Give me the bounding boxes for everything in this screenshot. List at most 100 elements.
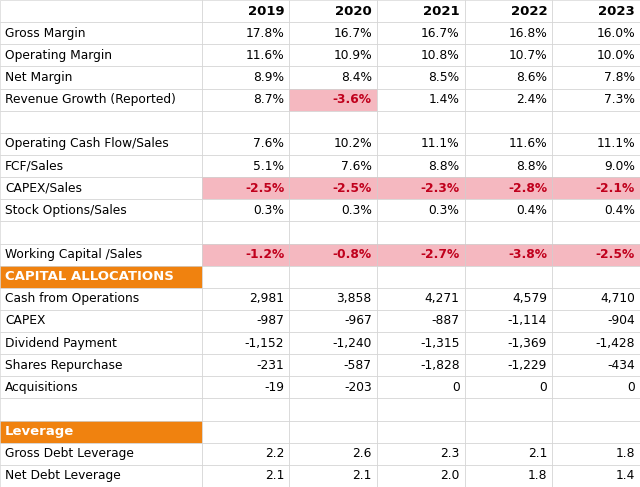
Text: CAPEX: CAPEX	[5, 315, 45, 327]
Text: 2.4%: 2.4%	[516, 93, 547, 106]
Text: -1,828: -1,828	[420, 359, 460, 372]
Bar	[289, 111, 377, 133]
Bar	[377, 398, 465, 421]
Text: CAPEX/Sales: CAPEX/Sales	[5, 182, 82, 195]
Text: 11.1%: 11.1%	[421, 137, 460, 150]
Bar	[289, 265, 377, 288]
Text: -2.1%: -2.1%	[596, 182, 635, 195]
Bar	[202, 465, 289, 487]
Text: Net Margin: Net Margin	[5, 71, 72, 84]
Bar	[465, 398, 552, 421]
Bar	[289, 89, 377, 111]
Bar	[0, 66, 202, 89]
Bar	[465, 44, 552, 66]
Bar	[0, 177, 202, 199]
Bar	[289, 177, 377, 199]
Bar	[377, 199, 465, 222]
Text: 10.2%: 10.2%	[333, 137, 372, 150]
Text: 2.3: 2.3	[440, 447, 460, 460]
Text: -19: -19	[264, 381, 284, 394]
Bar	[289, 354, 377, 376]
Text: 16.8%: 16.8%	[508, 27, 547, 40]
Text: -1,369: -1,369	[508, 337, 547, 350]
Bar	[202, 177, 289, 199]
Text: Net Debt Leverage: Net Debt Leverage	[5, 469, 121, 483]
Text: 8.8%: 8.8%	[428, 160, 460, 172]
Bar	[289, 376, 377, 398]
Bar	[465, 376, 552, 398]
Text: 1.4: 1.4	[616, 469, 635, 483]
Bar	[0, 199, 202, 222]
Text: 8.8%: 8.8%	[516, 160, 547, 172]
Bar	[289, 0, 377, 22]
Bar	[202, 155, 289, 177]
Text: 10.9%: 10.9%	[333, 49, 372, 62]
Text: 8.7%: 8.7%	[253, 93, 284, 106]
Bar	[377, 265, 465, 288]
Text: -203: -203	[344, 381, 372, 394]
Text: 2.1: 2.1	[353, 469, 372, 483]
Bar	[0, 222, 202, 244]
Text: 2021: 2021	[423, 4, 460, 18]
Bar	[0, 22, 202, 44]
Text: 7.3%: 7.3%	[604, 93, 635, 106]
Bar	[289, 22, 377, 44]
Text: FCF/Sales: FCF/Sales	[5, 160, 64, 172]
Bar	[0, 244, 202, 265]
Bar	[202, 22, 289, 44]
Text: 7.6%: 7.6%	[341, 160, 372, 172]
Bar	[465, 310, 552, 332]
Bar	[289, 222, 377, 244]
Text: Working Capital /Sales: Working Capital /Sales	[5, 248, 142, 261]
Text: 0: 0	[627, 381, 635, 394]
Bar	[552, 0, 640, 22]
Bar	[465, 354, 552, 376]
Text: Dividend Payment: Dividend Payment	[5, 337, 117, 350]
Text: 8.4%: 8.4%	[341, 71, 372, 84]
Bar	[0, 465, 202, 487]
Bar	[0, 111, 202, 133]
Text: 2023: 2023	[598, 4, 635, 18]
Bar	[0, 332, 202, 354]
Bar	[0, 421, 202, 443]
Bar	[0, 288, 202, 310]
Bar	[465, 111, 552, 133]
Text: -434: -434	[607, 359, 635, 372]
Bar	[552, 66, 640, 89]
Text: 3,858: 3,858	[337, 292, 372, 305]
Text: 2.1: 2.1	[528, 447, 547, 460]
Text: 16.0%: 16.0%	[596, 27, 635, 40]
Text: 0.4%: 0.4%	[516, 204, 547, 217]
Text: -1,315: -1,315	[420, 337, 460, 350]
Bar	[552, 310, 640, 332]
Bar	[0, 398, 202, 421]
Text: 2,981: 2,981	[249, 292, 284, 305]
Bar	[552, 265, 640, 288]
Text: 1.8: 1.8	[616, 447, 635, 460]
Bar	[0, 133, 202, 155]
Text: 11.6%: 11.6%	[509, 137, 547, 150]
Text: -1,428: -1,428	[595, 337, 635, 350]
Bar	[0, 376, 202, 398]
Text: 0: 0	[540, 381, 547, 394]
Bar	[552, 177, 640, 199]
Text: Acquisitions: Acquisitions	[5, 381, 79, 394]
Bar	[377, 376, 465, 398]
Text: 2.1: 2.1	[265, 469, 284, 483]
Bar	[377, 222, 465, 244]
Text: -2.8%: -2.8%	[508, 182, 547, 195]
Bar	[202, 443, 289, 465]
Bar	[0, 44, 202, 66]
Text: -967: -967	[344, 315, 372, 327]
Bar	[202, 310, 289, 332]
Text: -904: -904	[607, 315, 635, 327]
Text: -587: -587	[344, 359, 372, 372]
Text: 2019: 2019	[248, 4, 284, 18]
Bar	[202, 222, 289, 244]
Bar	[377, 332, 465, 354]
Bar	[377, 244, 465, 265]
Bar	[377, 465, 465, 487]
Bar	[202, 66, 289, 89]
Bar	[289, 310, 377, 332]
Text: 1.8: 1.8	[528, 469, 547, 483]
